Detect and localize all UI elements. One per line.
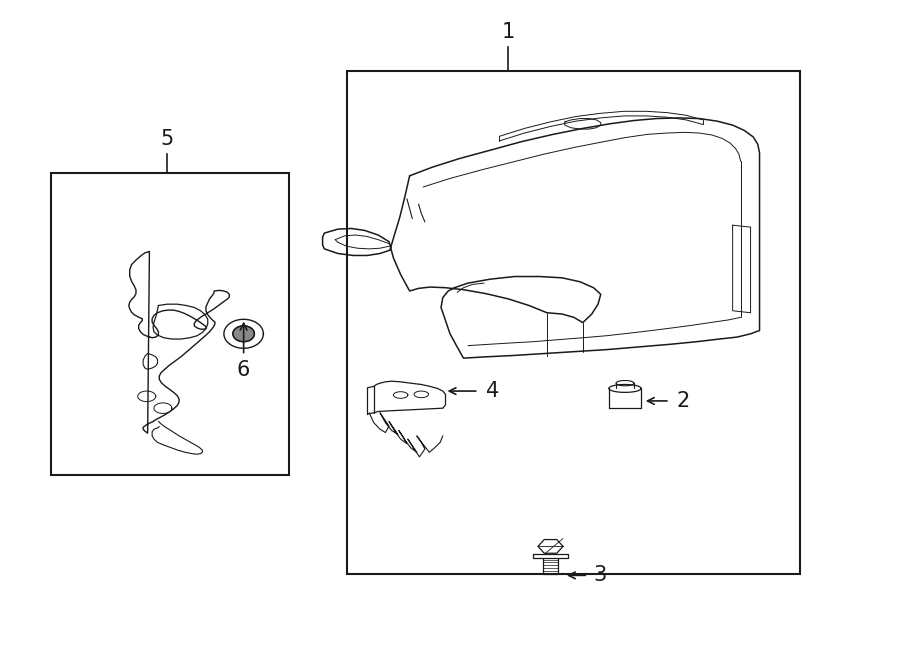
Text: 1: 1 — [501, 22, 515, 42]
Text: 4: 4 — [486, 381, 500, 401]
Text: 3: 3 — [594, 565, 607, 586]
Polygon shape — [233, 326, 255, 342]
Text: 6: 6 — [237, 360, 250, 380]
Bar — [346, 71, 800, 574]
Text: 2: 2 — [676, 391, 689, 411]
Text: 5: 5 — [161, 130, 174, 149]
Bar — [50, 173, 289, 475]
